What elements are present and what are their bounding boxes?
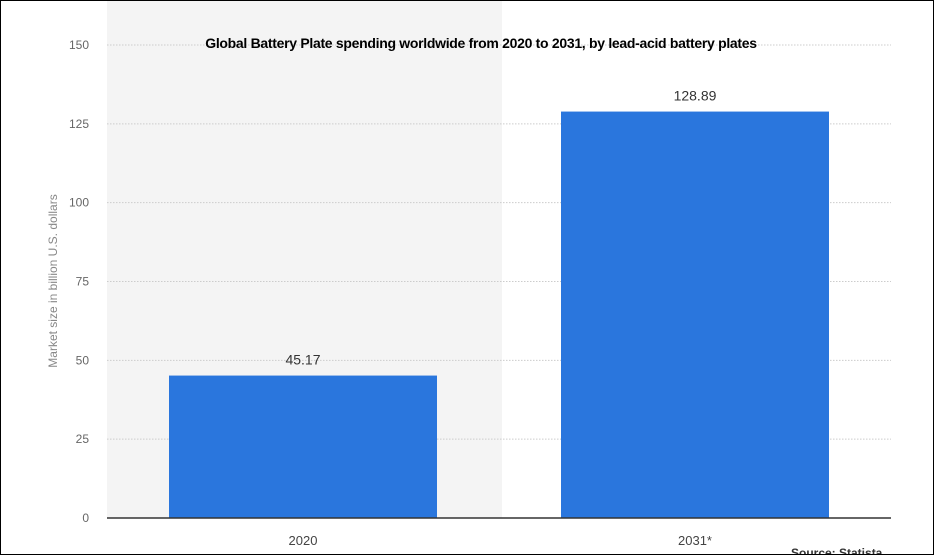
source-credit[interactable]: Source: Statista <box>791 546 883 555</box>
bar-2020[interactable] <box>169 375 437 518</box>
bars: 45.17 128.89 <box>169 88 829 518</box>
y-axis-ticks: 0 25 50 75 100 125 150 <box>69 38 89 525</box>
y-tick-label-125: 125 <box>69 117 89 131</box>
y-tick-label-25: 25 <box>76 432 90 446</box>
y-tick-label-50: 50 <box>76 353 90 367</box>
x-axis-ticks: 2020 2031* <box>289 533 712 548</box>
bar-2031[interactable] <box>561 111 829 518</box>
y-tick-label-0: 0 <box>82 511 89 525</box>
data-label-2020: 45.17 <box>285 352 320 368</box>
data-label-2031: 128.89 <box>674 88 717 104</box>
chart-title: Global Battery Plate spending worldwide … <box>205 35 757 51</box>
y-axis-label: Market size in billion U.S. dollars <box>46 194 60 367</box>
x-tick-label-2020: 2020 <box>289 533 318 548</box>
x-tick-label-2031: 2031* <box>678 533 712 548</box>
y-tick-label-150: 150 <box>69 38 89 52</box>
y-tick-label-100: 100 <box>69 196 89 210</box>
y-tick-label-75: 75 <box>76 275 90 289</box>
